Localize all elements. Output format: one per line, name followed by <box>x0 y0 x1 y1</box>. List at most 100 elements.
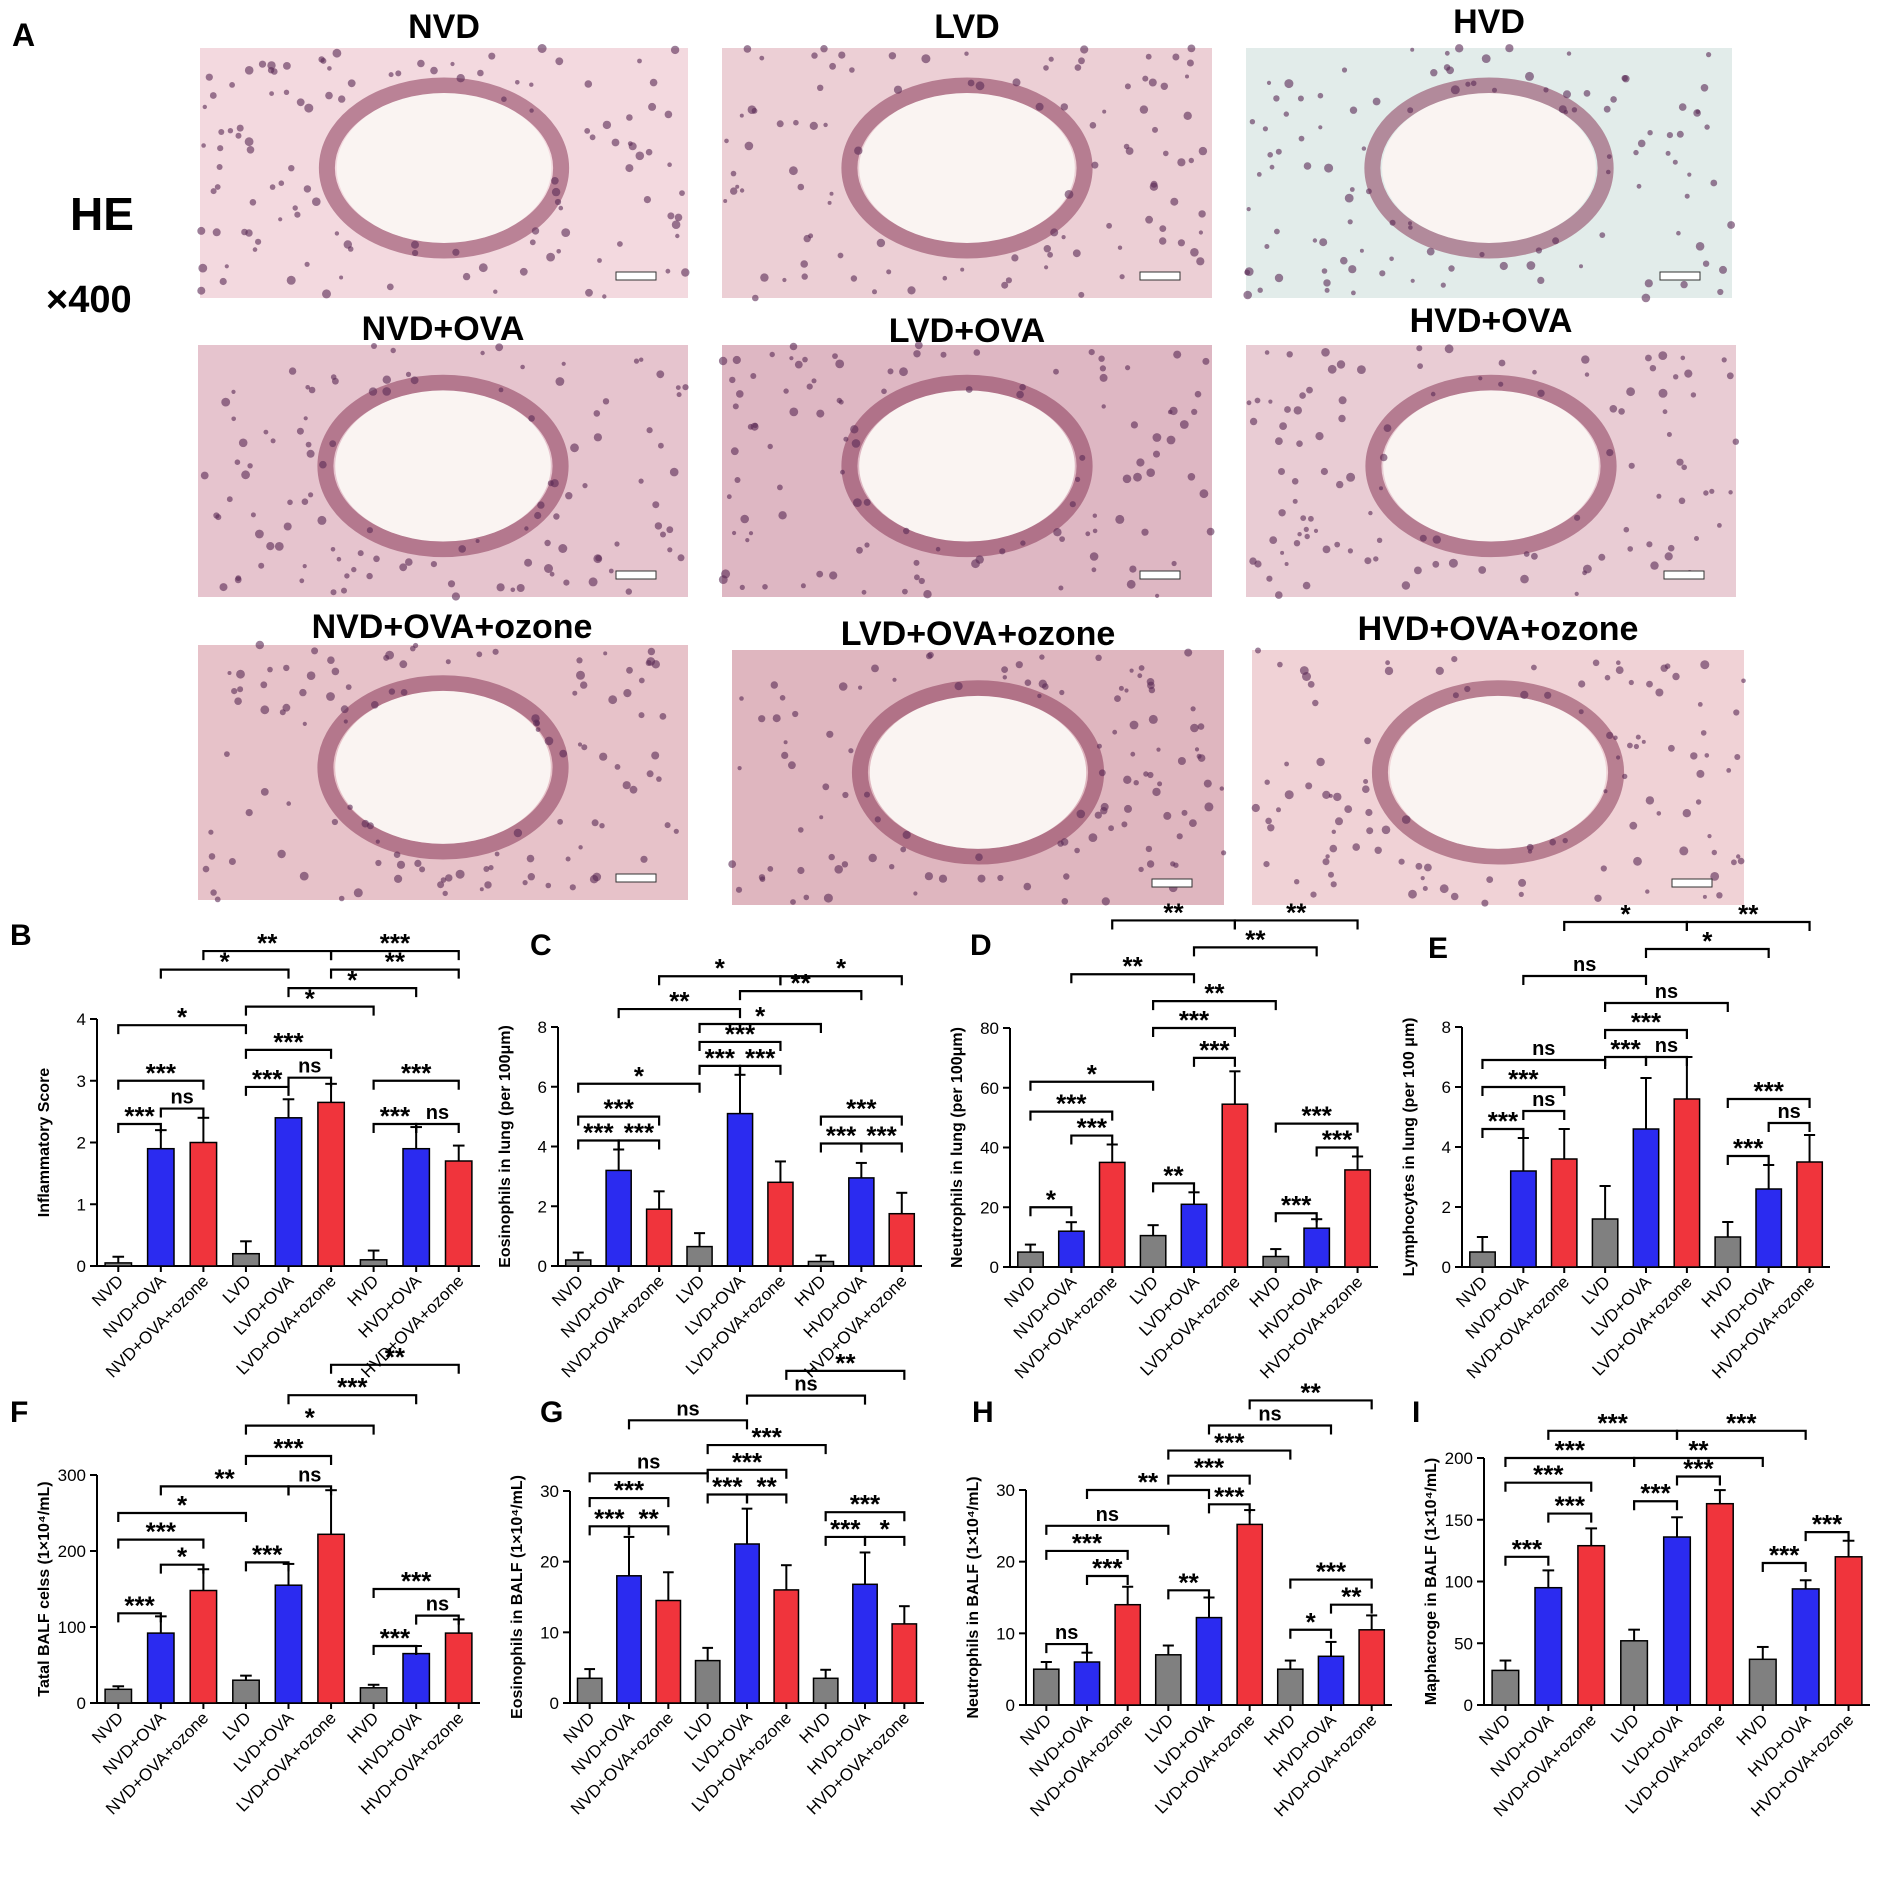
nucleus <box>802 356 808 363</box>
nucleus <box>219 583 228 592</box>
nucleus <box>1005 277 1013 284</box>
nucleus <box>338 95 346 103</box>
nucleus <box>306 671 316 680</box>
nucleus <box>347 79 356 88</box>
y-tick-label: 1 <box>77 1195 86 1214</box>
nucleus <box>1410 278 1415 283</box>
significance-bracket: ns <box>588 1451 709 1483</box>
nucleus <box>1284 79 1294 89</box>
nucleus <box>759 55 765 61</box>
nucleus <box>1444 50 1450 56</box>
significance-label: * <box>634 1061 645 1091</box>
nucleus <box>445 874 453 882</box>
significance-label: * <box>880 1514 891 1544</box>
nucleus <box>1349 106 1358 114</box>
nucleus <box>1152 126 1158 133</box>
significance-label: *** <box>1214 1481 1245 1511</box>
significance-bracket: *** <box>860 1121 903 1153</box>
significance-bracket: *** <box>1726 1133 1770 1165</box>
significance-bracket: * <box>1644 926 1770 958</box>
nucleus <box>371 701 379 709</box>
nucleus <box>226 496 233 503</box>
significance-label: *** <box>273 1027 304 1057</box>
nucleus <box>231 416 236 422</box>
nucleus <box>1479 251 1485 258</box>
significance-label: *** <box>1179 1005 1210 1035</box>
nucleus <box>452 248 460 256</box>
nucleus <box>643 196 652 204</box>
nucleus <box>1159 225 1167 233</box>
bar <box>1073 1661 1101 1706</box>
significance-label: *** <box>124 1590 155 1620</box>
nucleus <box>1426 247 1435 256</box>
airway-wall <box>318 77 570 259</box>
nucleus <box>1079 454 1086 461</box>
nucleus <box>829 191 834 196</box>
nucleus <box>1636 183 1642 189</box>
nucleus <box>221 397 231 407</box>
nucleus <box>252 247 258 252</box>
nucleus <box>1273 95 1280 102</box>
bar <box>444 1160 473 1267</box>
nucleus <box>747 105 757 114</box>
nucleus <box>611 138 620 147</box>
nucleus <box>524 558 533 567</box>
nucleus <box>677 554 685 562</box>
significance-label: *** <box>401 1058 432 1088</box>
nucleus <box>667 162 672 167</box>
nucleus <box>608 568 614 574</box>
nucleus <box>608 695 618 705</box>
nucleus <box>1166 435 1176 445</box>
micrograph-nvd-ova-ozone <box>198 640 688 903</box>
nucleus <box>488 865 494 871</box>
significance-bracket: * <box>1563 899 1688 931</box>
nucleus <box>390 347 396 354</box>
significance-bracket: *** <box>1504 1534 1550 1566</box>
nucleus <box>640 855 648 863</box>
nucleus <box>1703 490 1709 496</box>
airway-lumen <box>336 93 552 243</box>
nucleus <box>1666 432 1672 437</box>
nucleus <box>208 853 216 860</box>
significance-bracket: ** <box>617 986 742 1019</box>
nucleus <box>1644 279 1653 288</box>
significance-label: ** <box>835 1348 856 1378</box>
nucleus <box>1160 82 1169 91</box>
nucleus <box>1727 221 1735 229</box>
x-tick-label: LVD <box>219 1708 255 1744</box>
nucleus <box>593 554 603 564</box>
nucleus <box>740 514 749 524</box>
y-tick-label: 0 <box>990 1258 999 1277</box>
nucleus <box>718 575 728 584</box>
nucleus <box>850 425 859 434</box>
significance-label: *** <box>1555 1491 1586 1521</box>
nucleus <box>1317 92 1324 99</box>
nucleus <box>665 268 671 274</box>
nucleus <box>1690 392 1697 398</box>
significance-bracket: ns <box>745 1374 867 1405</box>
nucleus <box>1074 64 1082 71</box>
nucleus <box>557 818 563 825</box>
nucleus <box>797 183 805 191</box>
nucleus <box>1266 80 1272 85</box>
nucleus <box>388 688 396 695</box>
airway-wall <box>317 675 569 860</box>
x-tick-label: NVD <box>88 1708 127 1747</box>
nucleus <box>213 512 220 519</box>
nucleus <box>430 561 437 568</box>
nucleus <box>1348 265 1357 274</box>
nucleus <box>1499 261 1508 271</box>
nucleus <box>811 52 818 59</box>
nucleus <box>975 555 984 564</box>
significance-label: ns <box>1258 1404 1281 1426</box>
nucleus <box>671 220 681 229</box>
nucleus <box>544 564 553 573</box>
bar <box>146 1147 175 1267</box>
nucleus <box>1117 245 1123 250</box>
bracket-line <box>627 1419 749 1430</box>
significance-label: ** <box>1138 1467 1159 1497</box>
significance-bracket: *** <box>1152 1005 1236 1037</box>
significance-label: ** <box>1163 1160 1184 1190</box>
bar <box>1491 1669 1520 1706</box>
